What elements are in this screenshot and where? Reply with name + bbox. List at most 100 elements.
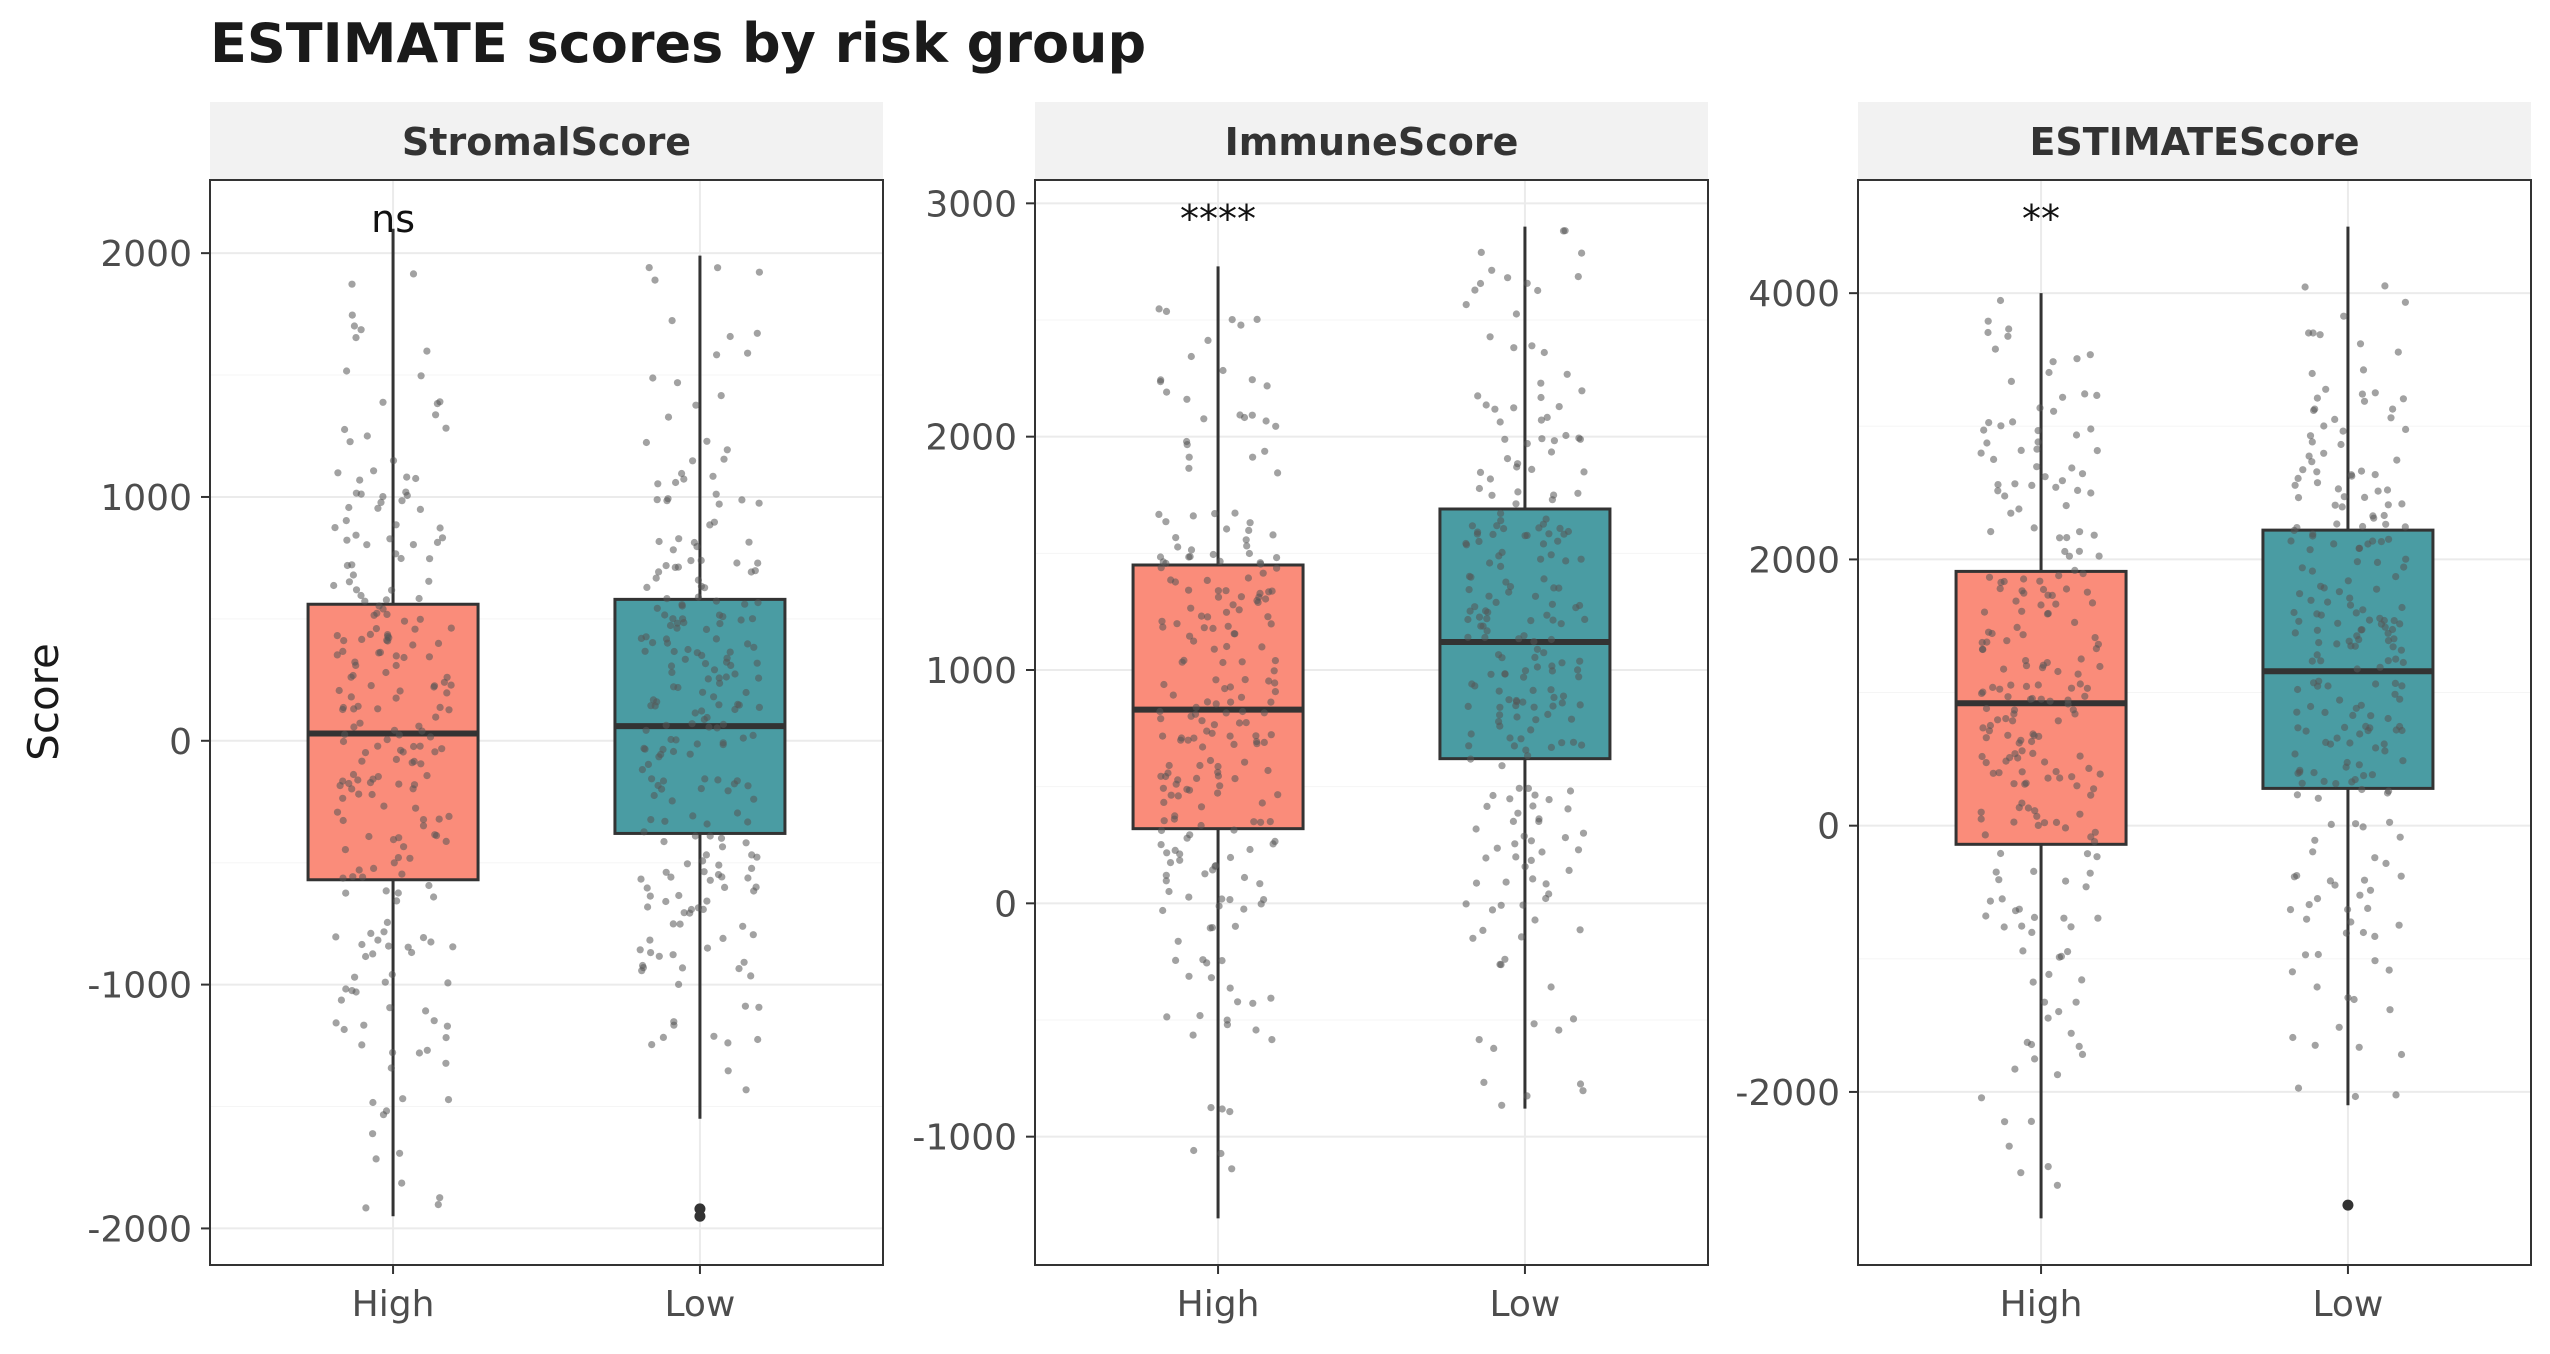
data-point xyxy=(1531,916,1539,924)
data-point xyxy=(354,702,362,710)
data-point xyxy=(340,637,348,645)
data-point xyxy=(751,567,759,575)
data-point xyxy=(653,496,661,504)
data-point xyxy=(663,595,671,603)
data-point xyxy=(2303,915,2311,923)
data-point xyxy=(1258,643,1266,651)
data-point xyxy=(1185,464,1193,472)
data-point xyxy=(1985,628,1993,636)
data-point xyxy=(2347,918,2355,926)
data-point xyxy=(385,942,393,950)
iqr-box xyxy=(613,597,787,835)
data-point xyxy=(370,467,378,475)
data-point xyxy=(1521,667,1530,675)
data-point xyxy=(383,736,391,744)
data-point xyxy=(2311,1041,2319,1049)
data-point xyxy=(1502,878,1510,886)
data-point xyxy=(1235,606,1243,614)
data-point xyxy=(2355,1043,2363,1051)
data-point xyxy=(2067,684,2076,692)
data-point xyxy=(2034,427,2042,435)
data-point xyxy=(2061,824,2070,832)
data-point xyxy=(2371,471,2379,479)
data-point xyxy=(382,887,390,895)
data-point xyxy=(1249,999,1257,1007)
data-point xyxy=(1534,286,1542,295)
data-point xyxy=(435,815,443,823)
data-point xyxy=(1228,1165,1236,1173)
data-point xyxy=(2373,585,2381,593)
data-point xyxy=(434,639,443,648)
data-point xyxy=(726,648,734,656)
data-point xyxy=(2091,634,2099,642)
data-point xyxy=(1196,1012,1204,1020)
data-point xyxy=(2308,438,2316,446)
data-point xyxy=(1530,638,1538,646)
data-point xyxy=(710,693,718,701)
data-point xyxy=(381,978,389,986)
data-point xyxy=(667,735,675,744)
data-point xyxy=(1978,689,1986,698)
data-point xyxy=(2402,425,2410,433)
data-point xyxy=(1471,603,1479,611)
data-point xyxy=(1187,604,1195,612)
data-point xyxy=(670,1018,678,1026)
data-point xyxy=(749,931,757,939)
data-point xyxy=(678,964,687,972)
data-point xyxy=(1488,906,1497,914)
data-point xyxy=(415,594,423,603)
data-point xyxy=(1503,455,1512,463)
data-point xyxy=(720,455,728,463)
data-point xyxy=(1512,702,1520,710)
data-point xyxy=(341,846,349,854)
data-point xyxy=(2071,566,2079,575)
data-point xyxy=(719,739,727,747)
data-point xyxy=(731,670,739,678)
data-point xyxy=(2082,883,2090,891)
data-point xyxy=(1564,527,1572,536)
data-point xyxy=(384,637,392,645)
data-point xyxy=(2004,332,2012,340)
data-point xyxy=(1545,530,1553,538)
data-point xyxy=(1259,569,1267,577)
data-point xyxy=(352,661,360,670)
data-point xyxy=(366,630,374,639)
data-point xyxy=(1206,756,1215,765)
data-point xyxy=(2030,524,2038,532)
data-point xyxy=(2294,474,2302,482)
y-tick-label: 0 xyxy=(994,884,1017,925)
y-tick-label: -2000 xyxy=(1735,1073,1840,1114)
data-point xyxy=(1982,759,1990,767)
data-point xyxy=(689,457,697,465)
data-point xyxy=(2049,358,2057,366)
data-point xyxy=(1226,732,1234,740)
data-point xyxy=(2037,601,2045,609)
data-point xyxy=(2012,597,2020,605)
data-point xyxy=(2000,923,2008,931)
data-point xyxy=(2083,588,2091,596)
data-point xyxy=(1270,667,1278,675)
data-point xyxy=(1252,1026,1260,1034)
data-point xyxy=(339,703,347,712)
data-point xyxy=(2316,331,2324,339)
data-point xyxy=(2015,739,2023,747)
data-point xyxy=(1162,877,1170,885)
data-point xyxy=(1260,709,1268,717)
data-point xyxy=(2309,530,2317,538)
box-high xyxy=(306,228,480,1217)
data-point xyxy=(678,602,686,610)
data-point xyxy=(1262,417,1270,425)
data-point xyxy=(2058,477,2066,485)
data-point xyxy=(755,268,764,276)
data-point xyxy=(2310,679,2318,687)
data-point xyxy=(2017,1169,2025,1177)
data-point xyxy=(2356,730,2364,738)
data-point xyxy=(706,876,714,884)
data-point xyxy=(2010,818,2018,826)
data-point xyxy=(1156,378,1165,386)
data-point xyxy=(1183,785,1191,793)
data-point xyxy=(2044,1163,2052,1171)
data-point xyxy=(361,597,369,605)
data-point xyxy=(1581,615,1589,624)
data-point xyxy=(2033,463,2041,471)
